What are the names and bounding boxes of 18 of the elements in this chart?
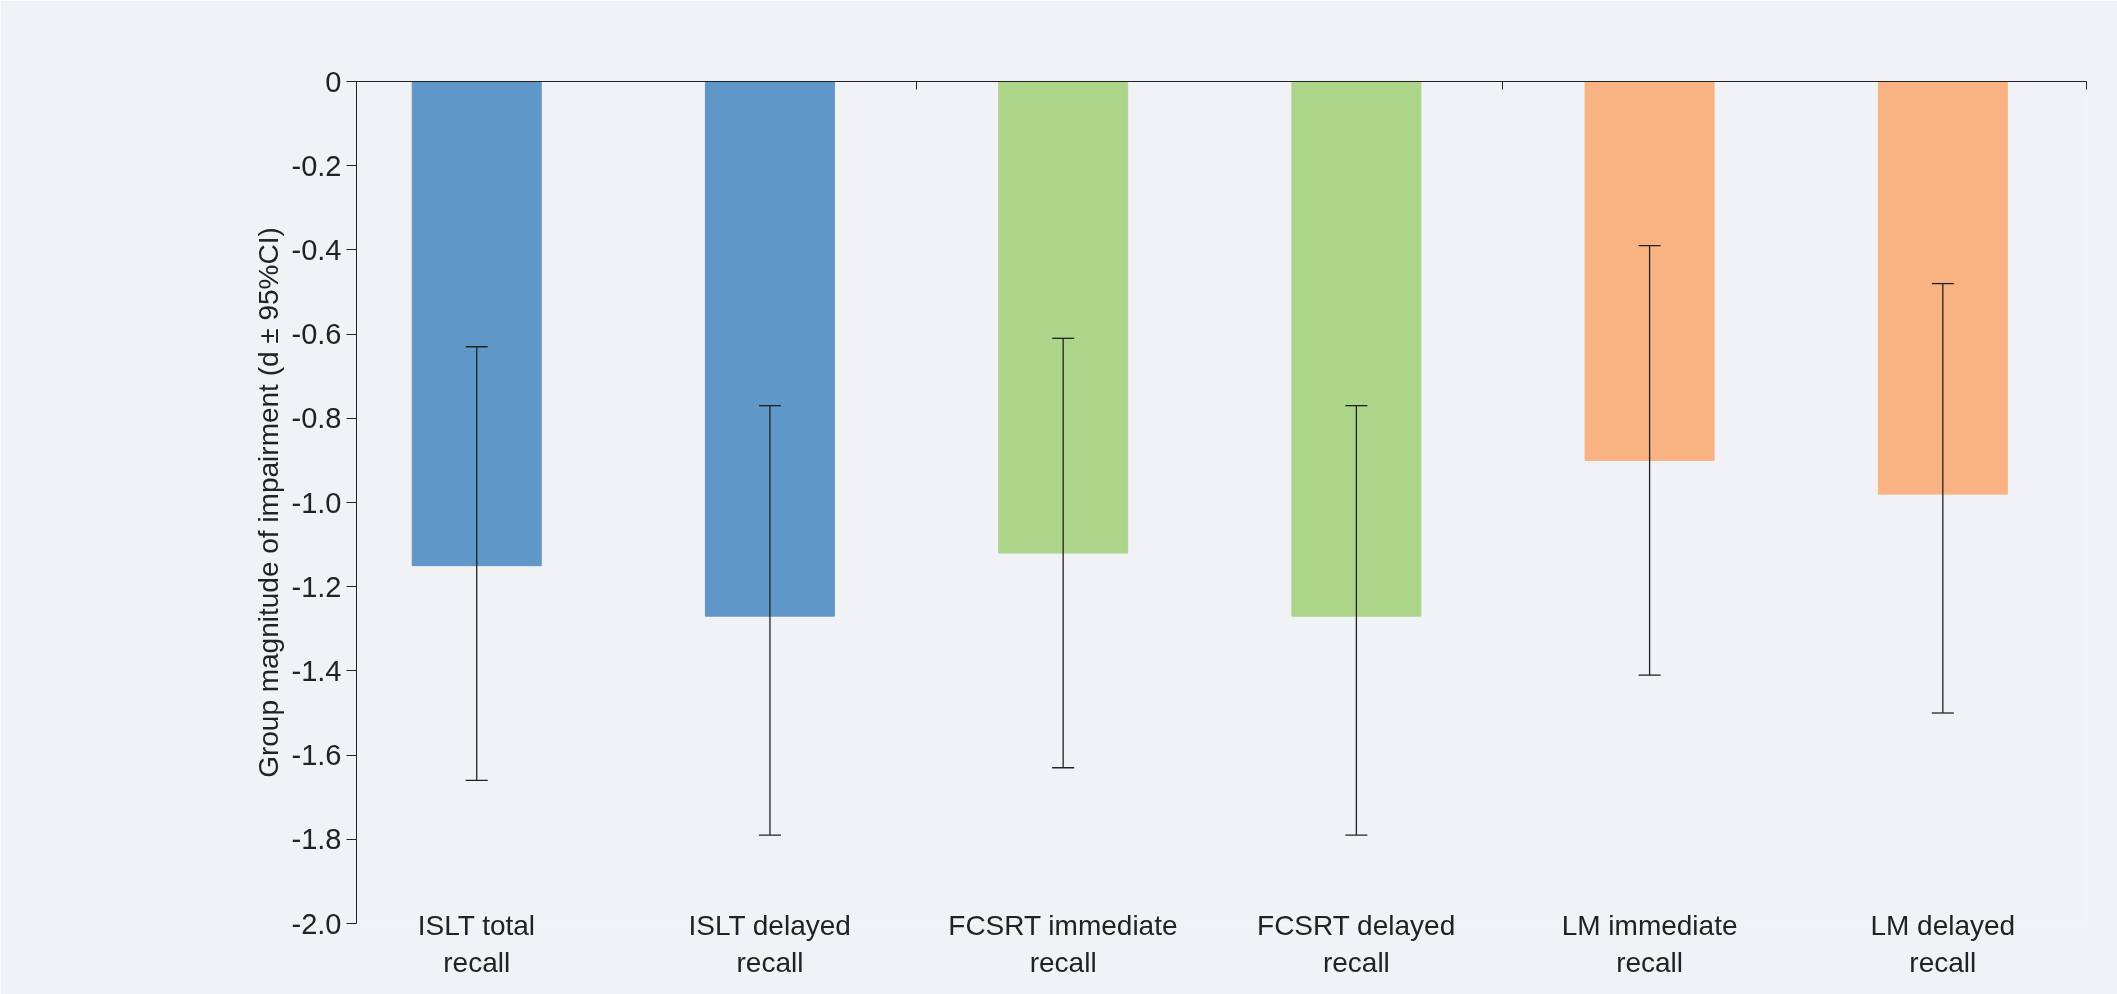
x-tick-label: LM delayed recall <box>1870 909 2016 978</box>
y-tick-label: -0.6 <box>291 318 342 351</box>
y-tick-label: -0.4 <box>291 233 342 266</box>
y-tick-label: 0 <box>325 65 342 98</box>
x-tick-label: ISLT total recall <box>417 909 536 978</box>
y-tick-label: -2.0 <box>291 907 342 940</box>
y-tick-label: -1.2 <box>291 570 342 603</box>
y-tick-label: -1.4 <box>291 654 342 687</box>
y-tick-label: -0.2 <box>291 149 342 182</box>
y-tick-label: -0.8 <box>291 402 342 435</box>
y-tick-label: -1.8 <box>291 823 342 856</box>
x-tick-label: LM immediate recall <box>1561 909 1738 978</box>
x-tick-label: FCSRT delayed recall <box>1257 909 1456 978</box>
y-tick-label: -1.6 <box>291 739 342 772</box>
y-tick-label: -1.0 <box>291 486 342 519</box>
y-axis-title: Group magnitude of impairment (d ± 95%CI) <box>252 227 284 778</box>
x-tick-label: FCSRT immediate recall <box>948 909 1178 978</box>
x-tick-label: ISLT delayed recall <box>688 909 851 978</box>
